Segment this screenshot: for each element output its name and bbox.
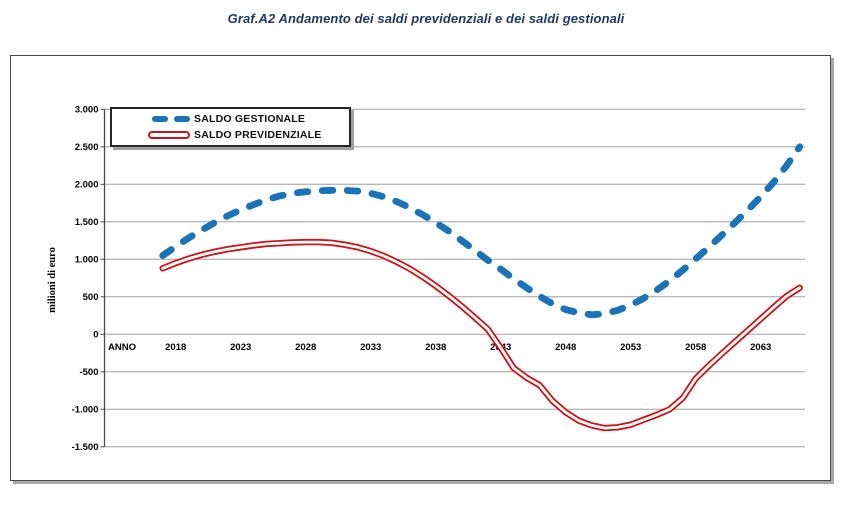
gridlines [100,108,805,448]
y-tick-label: 0 [93,330,98,341]
legend-item-gestionale: SALDO GESTIONALE [144,113,349,125]
y-tick-label: 1.000 [75,255,99,266]
y-tick-label: -500 [79,367,98,378]
y-tick-label: 2.000 [75,180,99,191]
x-tick-label: 2028 [295,342,316,353]
x-tick-label: 2048 [555,342,576,353]
y-tick-label: 2.500 [75,142,99,153]
x-tick-label: 2063 [750,342,771,353]
x-tick-label: 2033 [360,342,381,353]
y-tick-label: 3.000 [75,105,99,116]
x-tick-label: 2018 [165,342,186,353]
y-axis-title: milioni di euro [47,247,58,313]
saldo-previdenziale-line [159,238,803,432]
y-tick-label: -1.500 [72,442,99,453]
saldo-gestionale-line [159,143,804,319]
gestionale-dashed-line-icon [144,116,190,122]
x-axis-labels: ANNO 2018 2023 2028 2033 2038 2043 2048 2053 2058… [108,342,771,353]
x-tick-label: 2038 [425,342,446,353]
x-tick-label: 2058 [685,342,706,353]
y-axis-labels: 3.000 2.500 2.000 1.500 1.000 500 0 -500 -1.000 -… [72,105,99,454]
x-tick-label: 2023 [230,342,251,353]
legend-label-previdenziale: SALDO PREVIDENZIALE [194,129,322,141]
legend-item-previdenziale: SALDO PREVIDENZIALE [144,129,349,141]
x-tick-label: 2053 [620,342,641,353]
legend: SALDO GESTIONALE SALDO PREVIDENZIALE [110,107,351,147]
y-tick-label: 1.500 [75,217,99,228]
legend-label-gestionale: SALDO GESTIONALE [194,113,306,125]
chart-title: Graf.A2 Andamento dei saldi previdenzial… [227,11,625,26]
y-tick-label: -1.000 [72,405,99,416]
y-tick-label: 500 [83,292,99,303]
x-axis-title: ANNO [108,342,136,353]
previdenziale-outline-line-icon [144,131,190,139]
